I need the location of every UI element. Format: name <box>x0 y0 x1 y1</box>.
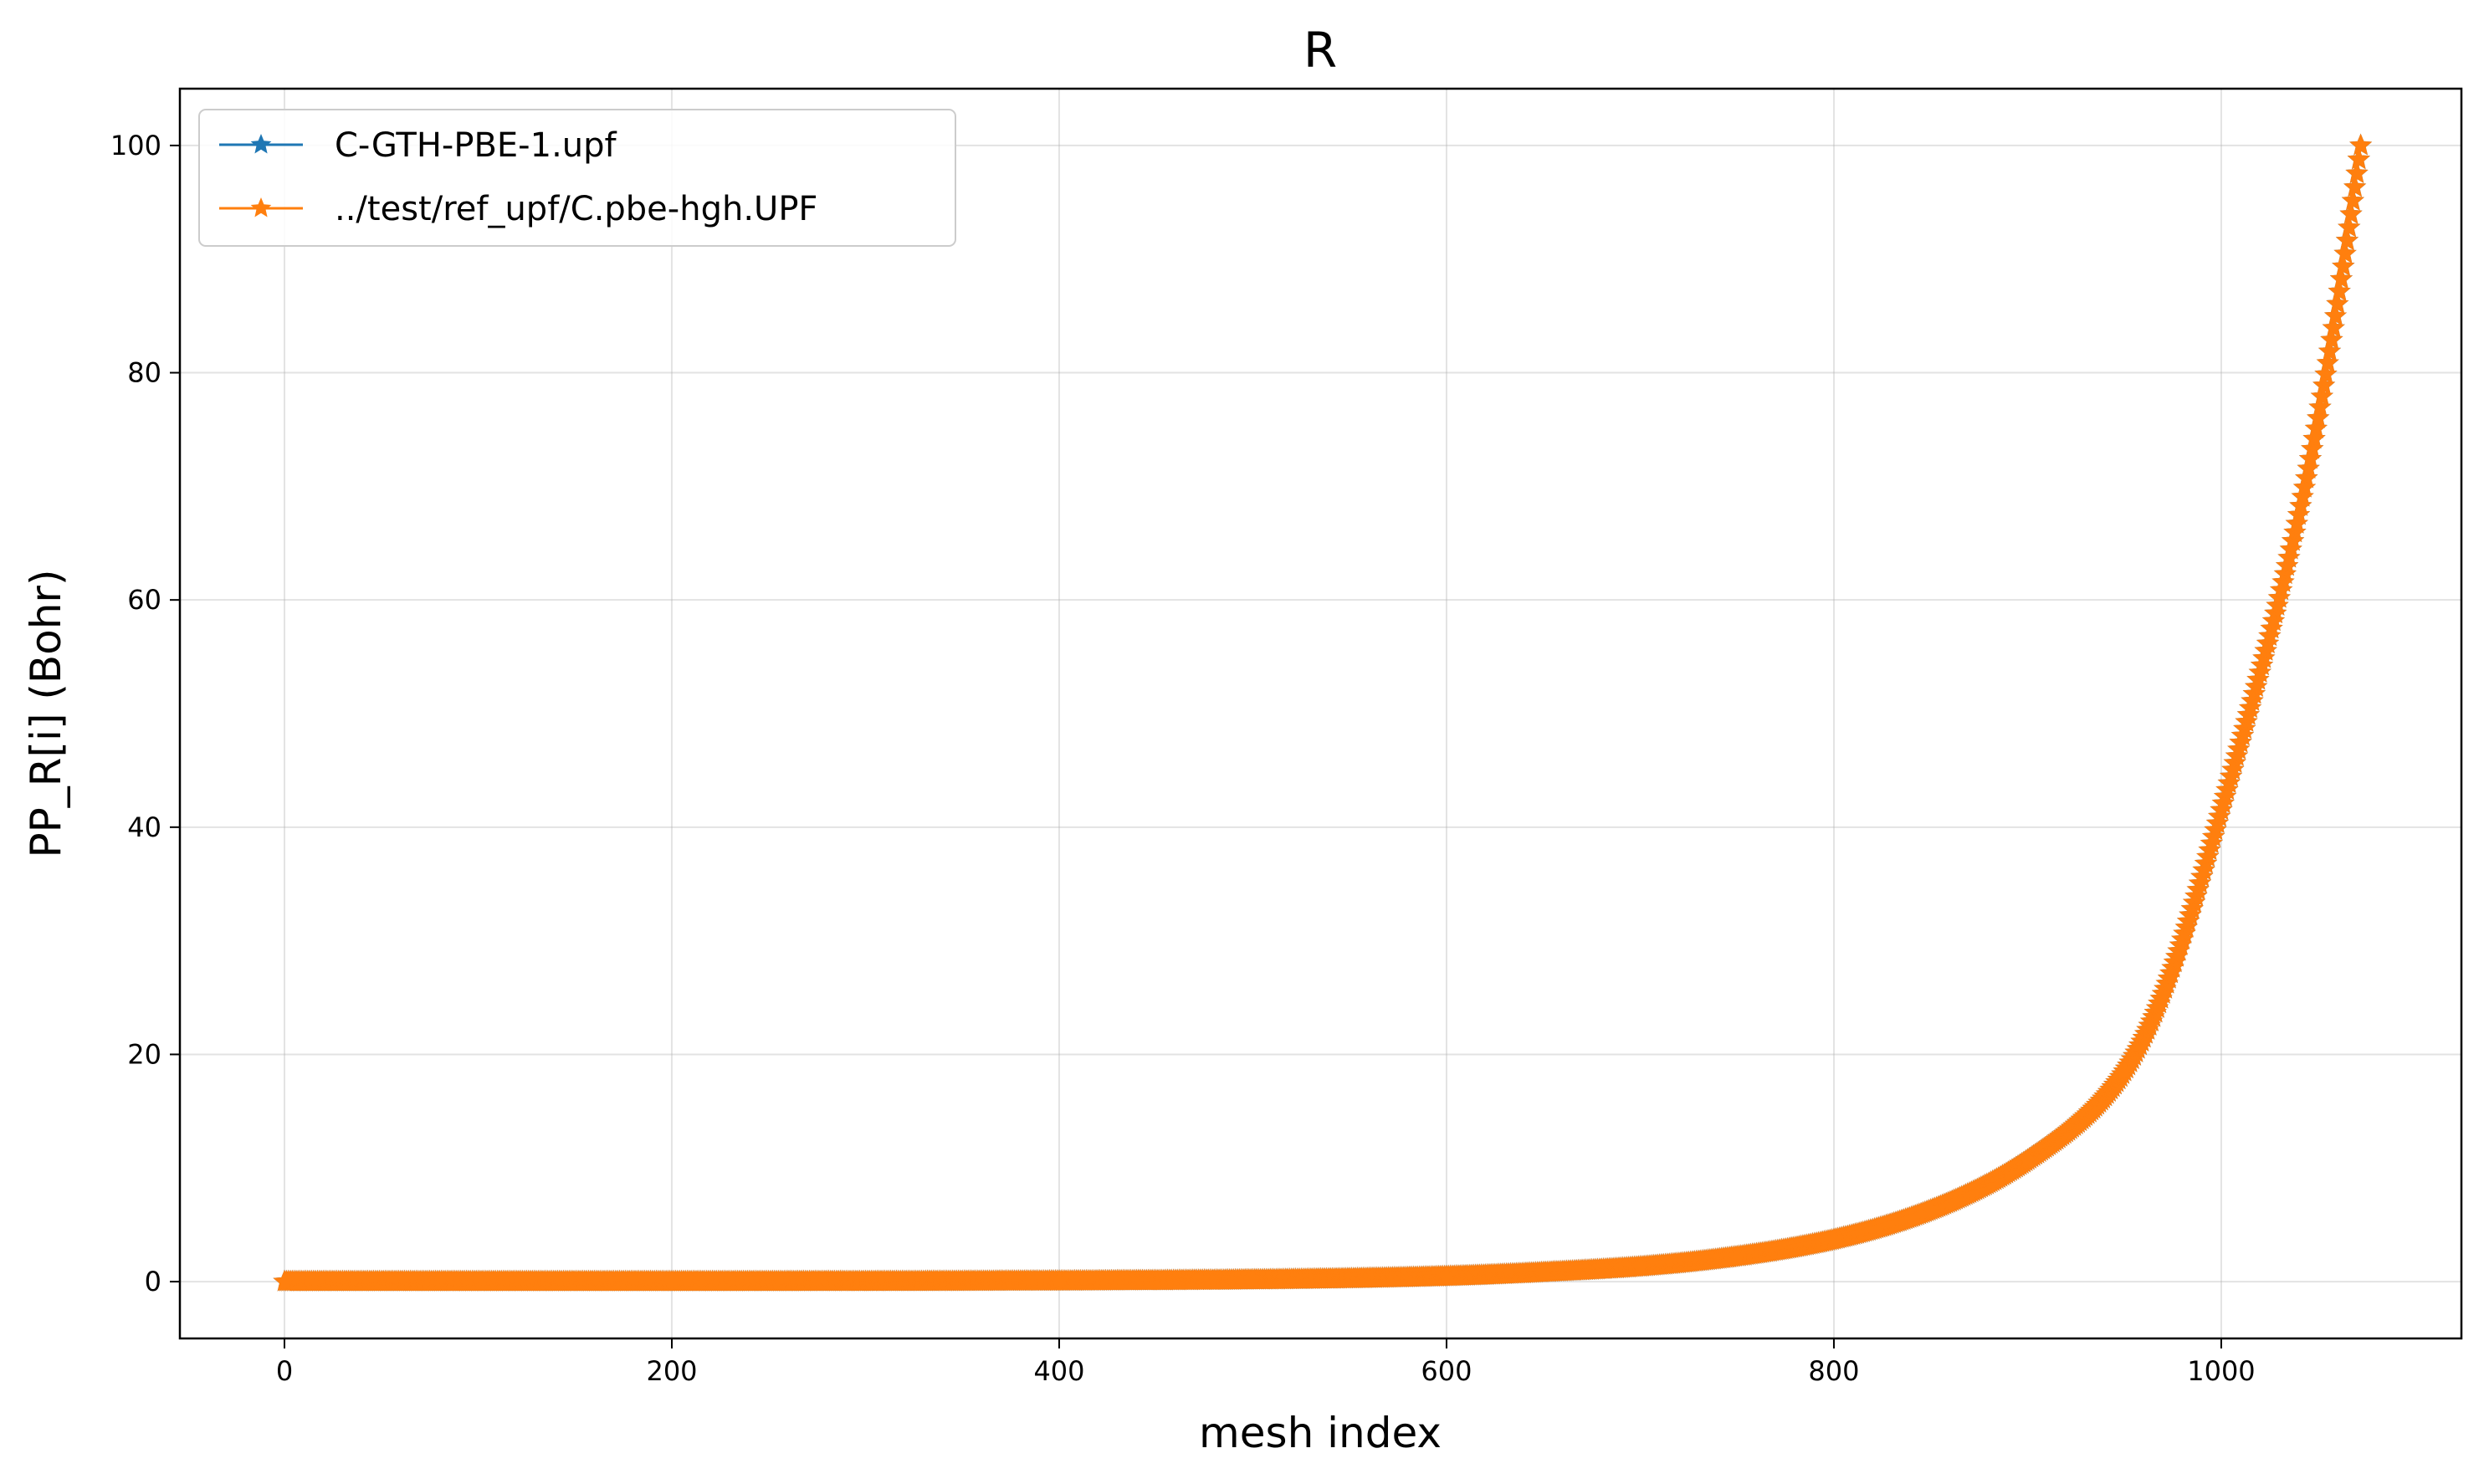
y-tick-label: 20 <box>127 1038 161 1070</box>
legend-label: C-GTH-PBE-1.upf <box>335 126 617 165</box>
data-point <box>274 1271 295 1291</box>
data-point <box>2350 134 2371 155</box>
data-point <box>1630 1256 1651 1276</box>
legend-star-icon <box>250 134 272 154</box>
data-point <box>1920 1199 1942 1219</box>
plot-series <box>273 133 2373 1292</box>
data-point <box>2307 407 2329 427</box>
data-point <box>1048 1270 1070 1290</box>
y-tick-label: 0 <box>145 1266 161 1297</box>
data-point <box>1533 1261 1554 1282</box>
x-tick-label: 1000 <box>2187 1355 2255 1387</box>
data-point <box>1436 1266 1457 1286</box>
data-point <box>1726 1246 1748 1266</box>
axis-ticks: 0 200 400 600 800 1000 0 20 40 60 80 100 <box>110 130 2256 1387</box>
y-tick-label: 80 <box>127 357 161 389</box>
y-tick-label: 100 <box>110 130 161 161</box>
y-axis-label: PP_R[i] (Bohr) <box>22 570 70 858</box>
x-axis-label: mesh index <box>1199 1409 1442 1457</box>
data-point <box>1242 1269 1263 1289</box>
legend-frame <box>198 109 956 247</box>
legend-item: C-GTH-PBE-1.upf <box>219 126 617 165</box>
data-point <box>2113 1060 2135 1081</box>
legend: C-GTH-PBE-1.upf ../test/ref_upf/C.pbe-hgh… <box>198 109 956 247</box>
series-2 <box>273 133 2373 1292</box>
legend-star-icon <box>250 197 272 217</box>
data-point <box>661 1271 683 1291</box>
y-tick-label: 60 <box>127 584 161 616</box>
x-tick-label: 200 <box>646 1355 697 1387</box>
x-tick-label: 0 <box>276 1355 293 1387</box>
data-point <box>2210 799 2232 819</box>
legend-label: ../test/ref_upf/C.pbe-hgh.UPF <box>335 190 817 228</box>
data-point <box>2017 1149 2038 1169</box>
legend-item: ../test/ref_upf/C.pbe-hgh.UPF <box>219 190 817 228</box>
data-point <box>1823 1228 1845 1249</box>
plot-frame <box>178 87 2463 1340</box>
x-tick-label: 600 <box>1421 1355 1472 1387</box>
grid <box>180 89 2461 1338</box>
x-tick-label: 400 <box>1033 1355 1084 1387</box>
x-tick-label: 800 <box>1808 1355 1859 1387</box>
y-tick-label: 40 <box>127 811 161 843</box>
chart-title: R <box>1303 22 1337 79</box>
